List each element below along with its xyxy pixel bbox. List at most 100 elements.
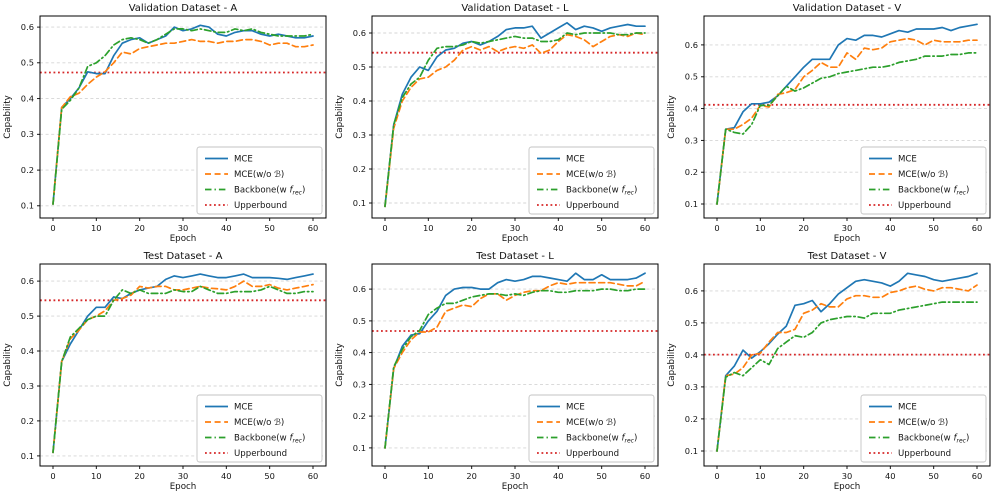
series-line-backbone-w-frec xyxy=(52,28,314,205)
chart-canvas-validation-a: 0 10 20 30 40 50 60 0.1 0.2 0.3 0.4 0.5 0.6 Validatio… xyxy=(3,3,327,244)
y-axis-label: Capability xyxy=(667,343,677,387)
x-tick-label: 40 xyxy=(885,223,896,233)
y-tick-label: 0.4 xyxy=(685,104,698,114)
chart-title: Validation Dataset - L xyxy=(461,3,569,14)
legend-label-upperbound: Upperbound xyxy=(234,201,287,211)
legend-box xyxy=(860,146,987,215)
series-line-mce xyxy=(52,24,314,205)
series-line-mce-wo-b xyxy=(52,38,314,205)
legend-label-mce-wo-b: MCE(w/o ℬ) xyxy=(566,170,616,180)
x-tick-label: 60 xyxy=(972,223,983,233)
x-axis-label: Epoch xyxy=(170,482,197,492)
series-line-mce-wo-b xyxy=(52,280,314,454)
chart-title: Validation Dataset - V xyxy=(793,3,902,14)
legend-label-mce-wo-b: MCE(w/o ℬ) xyxy=(898,170,948,180)
legend-box xyxy=(196,394,323,463)
legend-label-upperbound: Upperbound xyxy=(566,201,619,211)
legend-box xyxy=(196,146,323,215)
y-tick-label: 0.5 xyxy=(685,318,698,328)
legend-label-mce-wo-b: MCE(w/o ℬ) xyxy=(234,170,284,180)
x-tick-label: 20 xyxy=(134,471,145,481)
legend-label-upperbound: Upperbound xyxy=(566,449,619,459)
series-line-backbone-w-frec xyxy=(384,288,646,449)
x-tick-label: 0 xyxy=(714,223,719,233)
x-tick-label: 10 xyxy=(91,223,102,233)
x-tick-label: 10 xyxy=(755,223,766,233)
y-tick-label: 0.2 xyxy=(21,165,34,175)
subplot-test-a: 0 10 20 30 40 50 60 0.1 0.2 0.3 0.4 0.5 0.6 Test Data… xyxy=(0,248,332,496)
y-tick-label: 0.1 xyxy=(353,443,366,453)
subplot-test-l: 0 10 20 30 40 50 60 0.1 0.2 0.3 0.4 0.5 0.6 Test Data… xyxy=(332,248,664,496)
legend-label-backbone-w-frec: Backbone(w frec) xyxy=(234,434,305,445)
x-axis-label: Epoch xyxy=(834,482,861,492)
x-tick-label: 30 xyxy=(178,223,189,233)
chart-canvas-test-v: 0 10 20 30 40 50 60 0.1 0.2 0.3 0.4 0.5 0.6 Test Data… xyxy=(667,251,991,492)
series-line-mce xyxy=(716,272,978,452)
series-line-backbone-w-frec xyxy=(384,32,646,208)
chart-canvas-validation-v: 0 10 20 30 40 50 60 0.1 0.2 0.3 0.4 0.5 0.6 Validatio… xyxy=(667,3,991,244)
legend-label-upperbound: Upperbound xyxy=(898,449,951,459)
series-line-mce xyxy=(384,21,646,208)
legend-label-mce: MCE xyxy=(566,155,585,165)
x-axis-label: Epoch xyxy=(834,234,861,244)
subplot-validation-a: 0 10 20 30 40 50 60 0.1 0.2 0.3 0.4 0.5 0.6 Validatio… xyxy=(0,0,332,248)
legend-label-backbone-w-frec: Backbone(w frec) xyxy=(234,186,305,197)
x-tick-label: 30 xyxy=(178,471,189,481)
x-tick-label: 60 xyxy=(640,223,651,233)
subplot-validation-v: 0 10 20 30 40 50 60 0.1 0.2 0.3 0.4 0.5 0.6 Validatio… xyxy=(664,0,996,248)
legend-box xyxy=(860,394,987,463)
y-tick-label: 0.6 xyxy=(685,286,698,296)
x-tick-label: 60 xyxy=(640,471,651,481)
legend-label-backbone-w-frec: Backbone(w frec) xyxy=(898,186,969,197)
y-tick-label: 0.3 xyxy=(21,381,34,391)
chart-canvas-validation-l: 0 10 20 30 40 50 60 0.1 0.2 0.3 0.4 0.5 0.6 Validatio… xyxy=(335,3,659,244)
x-tick-label: 40 xyxy=(221,223,232,233)
x-tick-label: 20 xyxy=(134,223,145,233)
series-line-backbone-w-frec xyxy=(716,52,978,205)
y-tick-label: 0.6 xyxy=(353,284,366,294)
legend-label-upperbound: Upperbound xyxy=(234,449,287,459)
y-tick-label: 0.1 xyxy=(353,198,366,208)
x-axis-label: Epoch xyxy=(502,482,529,492)
x-tick-label: 40 xyxy=(885,471,896,481)
y-axis-label: Capability xyxy=(335,95,345,139)
legend-label-mce-wo-b: MCE(w/o ℬ) xyxy=(898,418,948,428)
y-tick-label: 0.1 xyxy=(21,451,34,461)
x-tick-label: 10 xyxy=(423,471,434,481)
x-tick-label: 50 xyxy=(264,223,275,233)
series-line-mce-wo-b xyxy=(384,32,646,208)
x-tick-label: 50 xyxy=(596,223,607,233)
legend-label-mce: MCE xyxy=(234,155,253,165)
x-tick-label: 0 xyxy=(382,471,387,481)
y-axis-label: Capability xyxy=(335,343,345,387)
y-tick-label: 0.6 xyxy=(21,276,34,286)
legend-label-upperbound: Upperbound xyxy=(898,201,951,211)
x-tick-label: 10 xyxy=(755,471,766,481)
x-tick-label: 10 xyxy=(423,223,434,233)
y-tick-label: 0.1 xyxy=(685,199,698,209)
y-tick-label: 0.3 xyxy=(685,135,698,145)
y-axis-label: Capability xyxy=(3,95,13,139)
x-tick-label: 0 xyxy=(714,471,719,481)
y-tick-label: 0.3 xyxy=(353,130,366,140)
x-tick-label: 20 xyxy=(798,223,809,233)
chart-title: Test Dataset - V xyxy=(807,251,887,262)
legend-label-mce-wo-b: MCE(w/o ℬ) xyxy=(234,418,284,428)
y-tick-label: 0.6 xyxy=(685,40,698,50)
legend-label-mce: MCE xyxy=(898,403,917,413)
subplot-test-v: 0 10 20 30 40 50 60 0.1 0.2 0.3 0.4 0.5 0.6 Test Data… xyxy=(664,248,996,496)
x-tick-label: 0 xyxy=(50,223,55,233)
legend-label-mce: MCE xyxy=(234,403,253,413)
x-tick-label: 0 xyxy=(382,223,387,233)
y-tick-label: 0.3 xyxy=(353,379,366,389)
legend-label-backbone-w-frec: Backbone(w frec) xyxy=(898,434,969,445)
y-tick-label: 0.3 xyxy=(21,129,34,139)
x-tick-label: 60 xyxy=(308,223,319,233)
x-tick-label: 30 xyxy=(842,471,853,481)
x-tick-label: 50 xyxy=(928,223,939,233)
y-tick-label: 0.6 xyxy=(21,22,34,32)
legend-label-backbone-w-frec: Backbone(w frec) xyxy=(566,434,637,445)
x-tick-label: 30 xyxy=(842,223,853,233)
x-axis-label: Epoch xyxy=(502,234,529,244)
chart-title: Validation Dataset - A xyxy=(129,3,238,14)
